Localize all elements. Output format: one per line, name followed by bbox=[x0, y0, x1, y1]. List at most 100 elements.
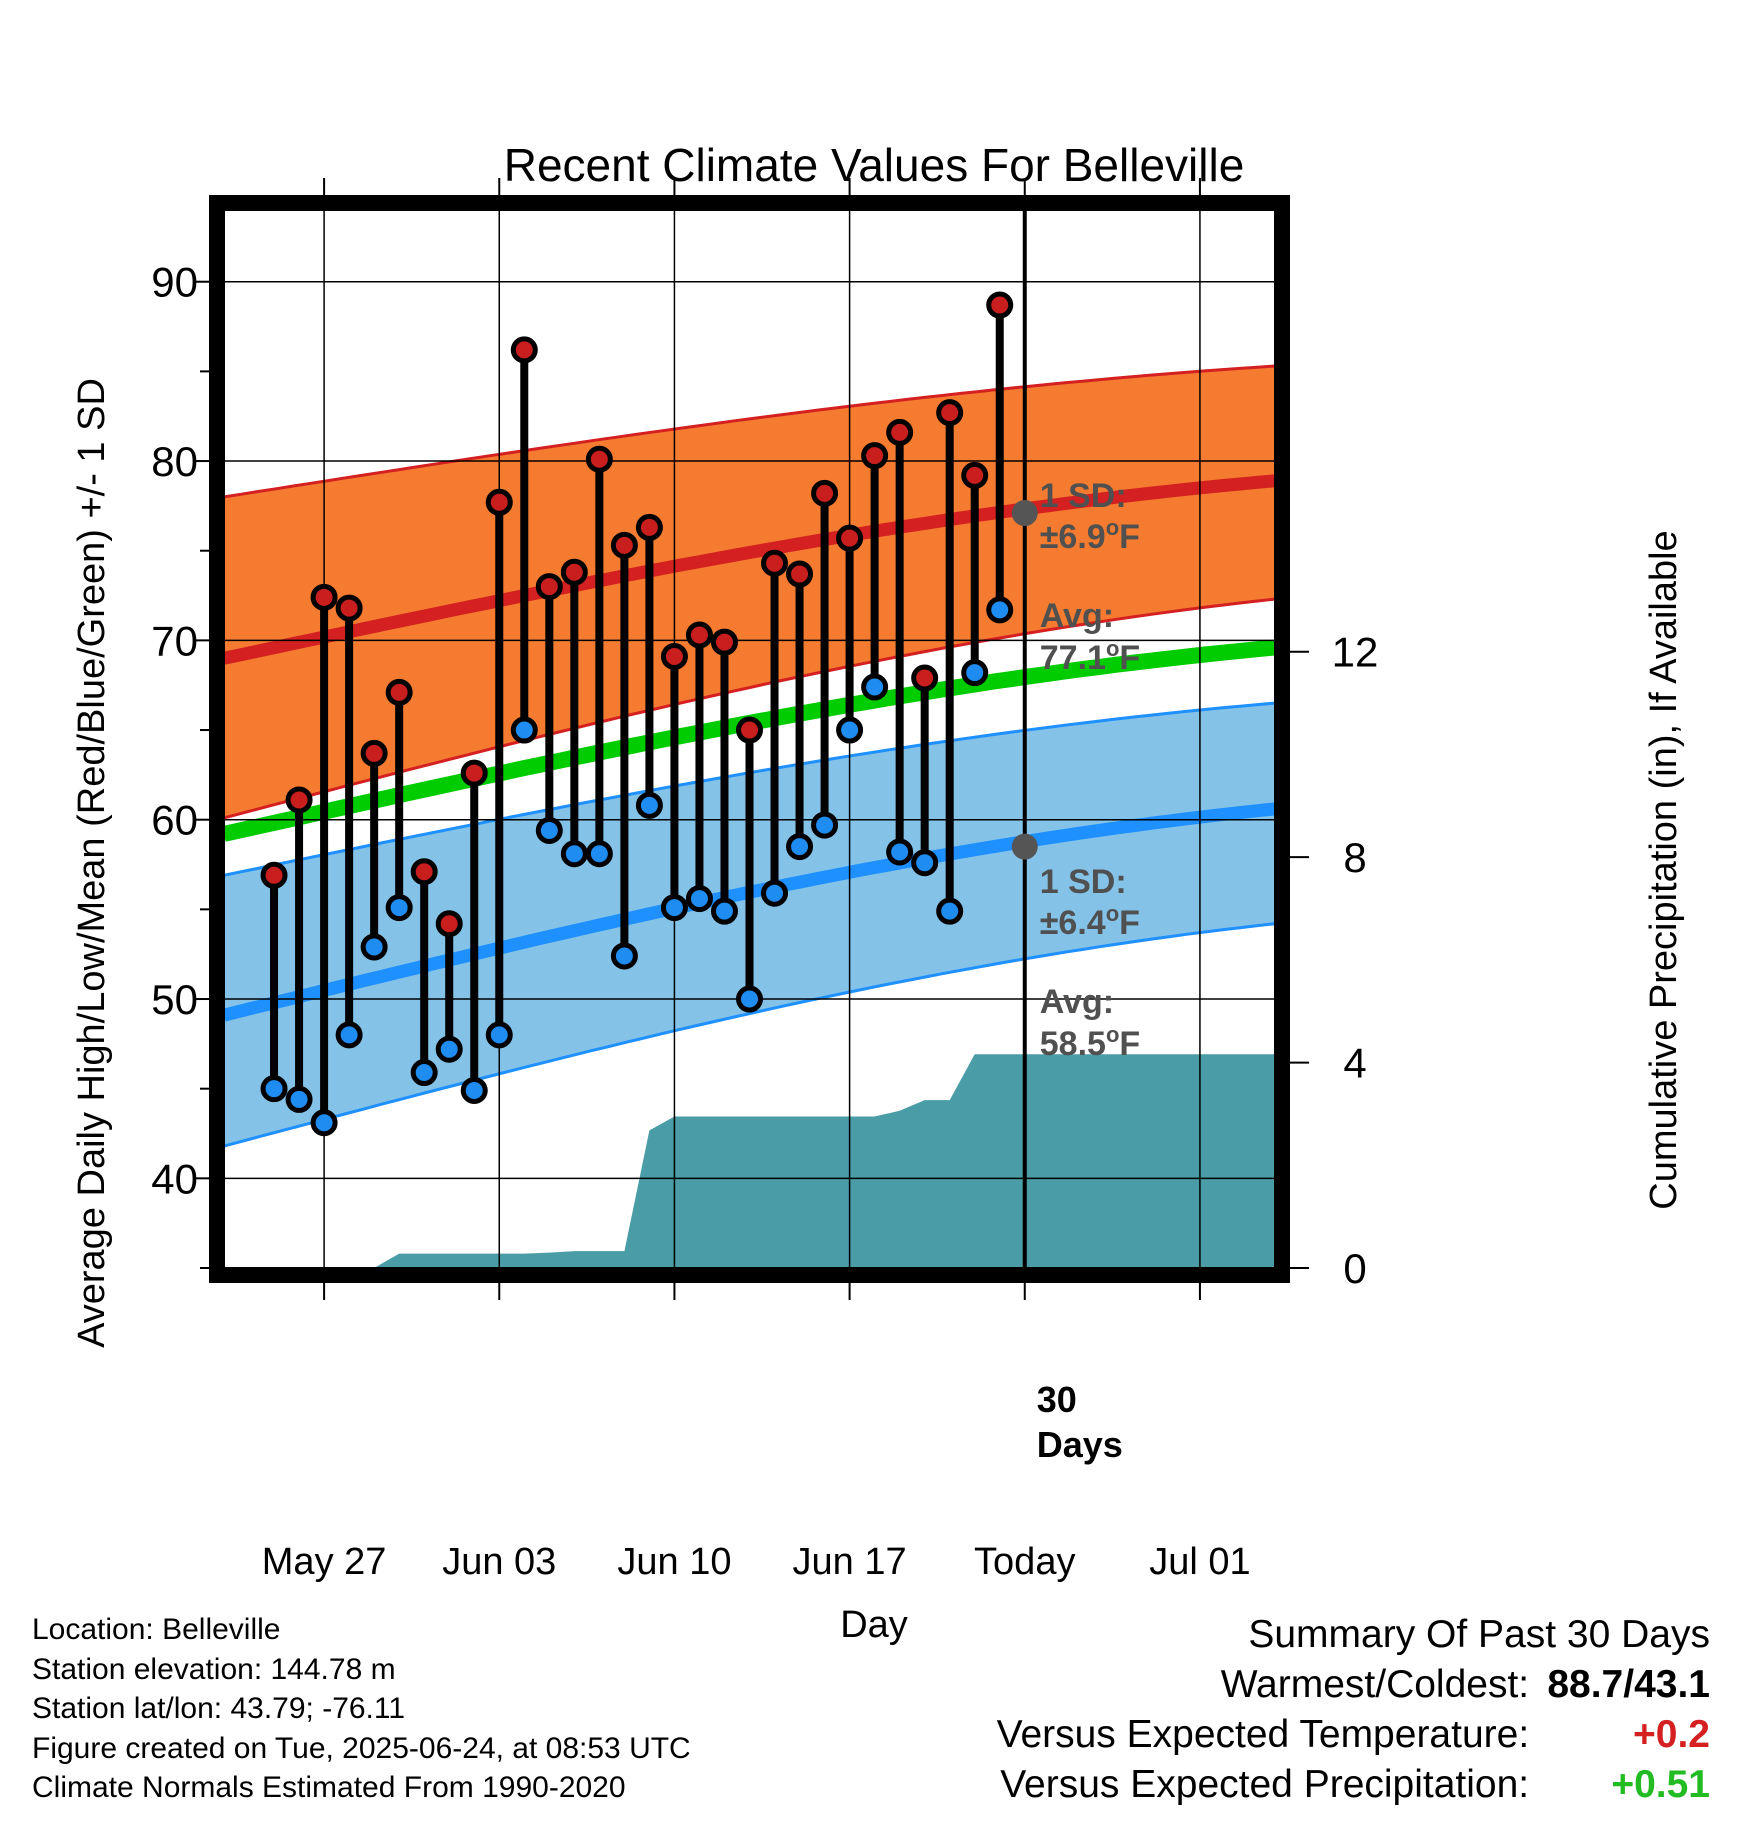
normals-text: Climate Normals Estimated From 1990-2020 bbox=[32, 1771, 626, 1804]
warmest-value: 88.7/43.1 bbox=[1547, 1663, 1710, 1706]
summary-panel: Summary Of Past 30 Days Warmest/Coldest:… bbox=[997, 1610, 1710, 1810]
summary-warmest-row: Warmest/Coldest: 88.7/43.1 bbox=[997, 1660, 1710, 1710]
elevation-text: Station elevation: 144.78 m bbox=[32, 1652, 396, 1686]
daily-high-marker bbox=[335, 594, 363, 622]
daily-low-marker bbox=[485, 1021, 513, 1049]
today-high-avg-marker bbox=[1011, 500, 1038, 527]
daily-high-marker bbox=[786, 560, 814, 588]
summary-precip-row: Versus Expected Precipitation: +0.51 bbox=[997, 1760, 1710, 1810]
daily-high-marker bbox=[510, 336, 538, 364]
daily-high-marker bbox=[710, 628, 738, 656]
daily-low-marker bbox=[335, 1021, 363, 1049]
low-sd-label: 1 SD: bbox=[1040, 863, 1127, 901]
low-avg-value: 58.5oF bbox=[1040, 1022, 1140, 1063]
daily-high-marker bbox=[410, 858, 438, 886]
y2-tick-label: 12 bbox=[1332, 629, 1379, 676]
y-tick-label: 80 bbox=[151, 438, 198, 485]
x-axis-label: Day bbox=[840, 1604, 908, 1646]
today-days-label: Days bbox=[1037, 1424, 1123, 1465]
daily-high-marker bbox=[736, 716, 763, 744]
x-tick-label: Jun 10 bbox=[617, 1541, 731, 1583]
y-tick-label: 60 bbox=[151, 797, 198, 844]
daily-high-marker bbox=[460, 759, 488, 787]
daily-high-marker bbox=[610, 531, 638, 559]
daily-low-marker bbox=[936, 897, 964, 925]
daily-low-marker bbox=[761, 879, 789, 907]
daily-low-marker bbox=[986, 596, 1014, 624]
daily-low-marker bbox=[961, 659, 989, 687]
high-avg-label: Avg: bbox=[1040, 597, 1114, 635]
daily-high-marker bbox=[385, 678, 413, 706]
y-axis-label: Average Daily High/Low/Mean (Red/Blue/Gr… bbox=[71, 378, 113, 1348]
warmest-label: Warmest/Coldest: bbox=[1220, 1663, 1530, 1706]
daily-low-marker bbox=[410, 1059, 438, 1087]
daily-high-marker bbox=[310, 583, 338, 611]
temp-label: Versus Expected Temperature: bbox=[996, 1713, 1530, 1756]
daily-low-marker bbox=[911, 849, 939, 877]
daily-low-marker bbox=[310, 1109, 338, 1137]
high-sd-value: ±6.9oF bbox=[1040, 515, 1140, 556]
latlon-text: Station lat/lon: 43.79; -76.11 bbox=[32, 1692, 406, 1725]
high-sd-band-upper-edge bbox=[224, 364, 1275, 499]
daily-low-marker bbox=[285, 1085, 313, 1113]
daily-low-marker bbox=[535, 816, 563, 844]
daily-low-marker bbox=[811, 811, 839, 839]
daily-high-marker bbox=[911, 664, 939, 692]
daily-low-marker bbox=[635, 791, 663, 819]
daily-low-marker bbox=[360, 933, 388, 961]
daily-high-marker bbox=[861, 442, 889, 470]
daily-high-marker bbox=[635, 513, 663, 541]
y2-tick-label: 8 bbox=[1343, 834, 1366, 881]
x-tick-label: Jun 03 bbox=[442, 1541, 556, 1583]
daily-low-marker bbox=[736, 985, 763, 1013]
summary-title: Summary Of Past 30 Days bbox=[1248, 1613, 1710, 1656]
created-text: Figure created on Tue, 2025-06-24, at 08… bbox=[32, 1731, 691, 1765]
daily-low-marker bbox=[685, 885, 713, 913]
daily-high-marker bbox=[360, 739, 388, 767]
daily-low-marker bbox=[510, 716, 538, 744]
daily-low-marker bbox=[886, 838, 914, 866]
high-avg-value: 77.1oF bbox=[1040, 636, 1140, 677]
high-mean-line bbox=[224, 474, 1275, 665]
y2-tick-label: 0 bbox=[1343, 1245, 1366, 1292]
daily-high-marker bbox=[836, 524, 864, 552]
daily-low-marker bbox=[660, 894, 688, 922]
daily-low-marker bbox=[435, 1035, 463, 1063]
plot-frame bbox=[209, 195, 1290, 1283]
daily-high-marker bbox=[560, 558, 588, 586]
low-avg-label: Avg: bbox=[1040, 983, 1114, 1021]
daily-low-marker bbox=[385, 894, 413, 922]
daily-low-marker bbox=[861, 673, 889, 701]
today-low-avg-marker bbox=[1011, 833, 1038, 860]
precip-label: Versus Expected Precipitation: bbox=[1000, 1763, 1530, 1806]
daily-low-marker bbox=[260, 1075, 288, 1103]
chart-title: Recent Climate Values For Belleville bbox=[504, 139, 1245, 191]
daily-high-marker bbox=[986, 291, 1014, 319]
x-tick-label: May 27 bbox=[262, 1541, 387, 1583]
high-sd-band bbox=[224, 366, 1275, 818]
precip-value: +0.51 bbox=[1611, 1763, 1710, 1806]
daily-low-marker bbox=[786, 833, 814, 861]
x-tick-label: Jul 01 bbox=[1149, 1541, 1250, 1583]
summary-temp-row: Versus Expected Temperature: +0.2 bbox=[997, 1710, 1710, 1760]
daily-low-marker bbox=[710, 897, 738, 925]
today-days-number: 30 bbox=[1037, 1379, 1077, 1420]
daily-high-marker bbox=[936, 399, 964, 427]
low-sd-value: ±6.4oF bbox=[1040, 901, 1140, 942]
daily-high-marker bbox=[435, 910, 463, 938]
daily-low-marker bbox=[560, 840, 588, 868]
low-sd-band-lower-edge bbox=[224, 922, 1275, 1148]
temp-value: +0.2 bbox=[1633, 1713, 1710, 1756]
daily-high-marker bbox=[485, 488, 513, 516]
precip-area bbox=[224, 1054, 1275, 1268]
daily-low-marker bbox=[585, 840, 613, 868]
daily-low-marker bbox=[460, 1076, 488, 1104]
y-tick-label: 70 bbox=[151, 617, 198, 664]
x-tick-label: Today bbox=[974, 1541, 1075, 1583]
y2-tick-label: 4 bbox=[1343, 1040, 1366, 1087]
daily-high-marker bbox=[961, 461, 989, 489]
daily-high-marker bbox=[811, 479, 839, 507]
daily-high-marker bbox=[660, 643, 688, 671]
